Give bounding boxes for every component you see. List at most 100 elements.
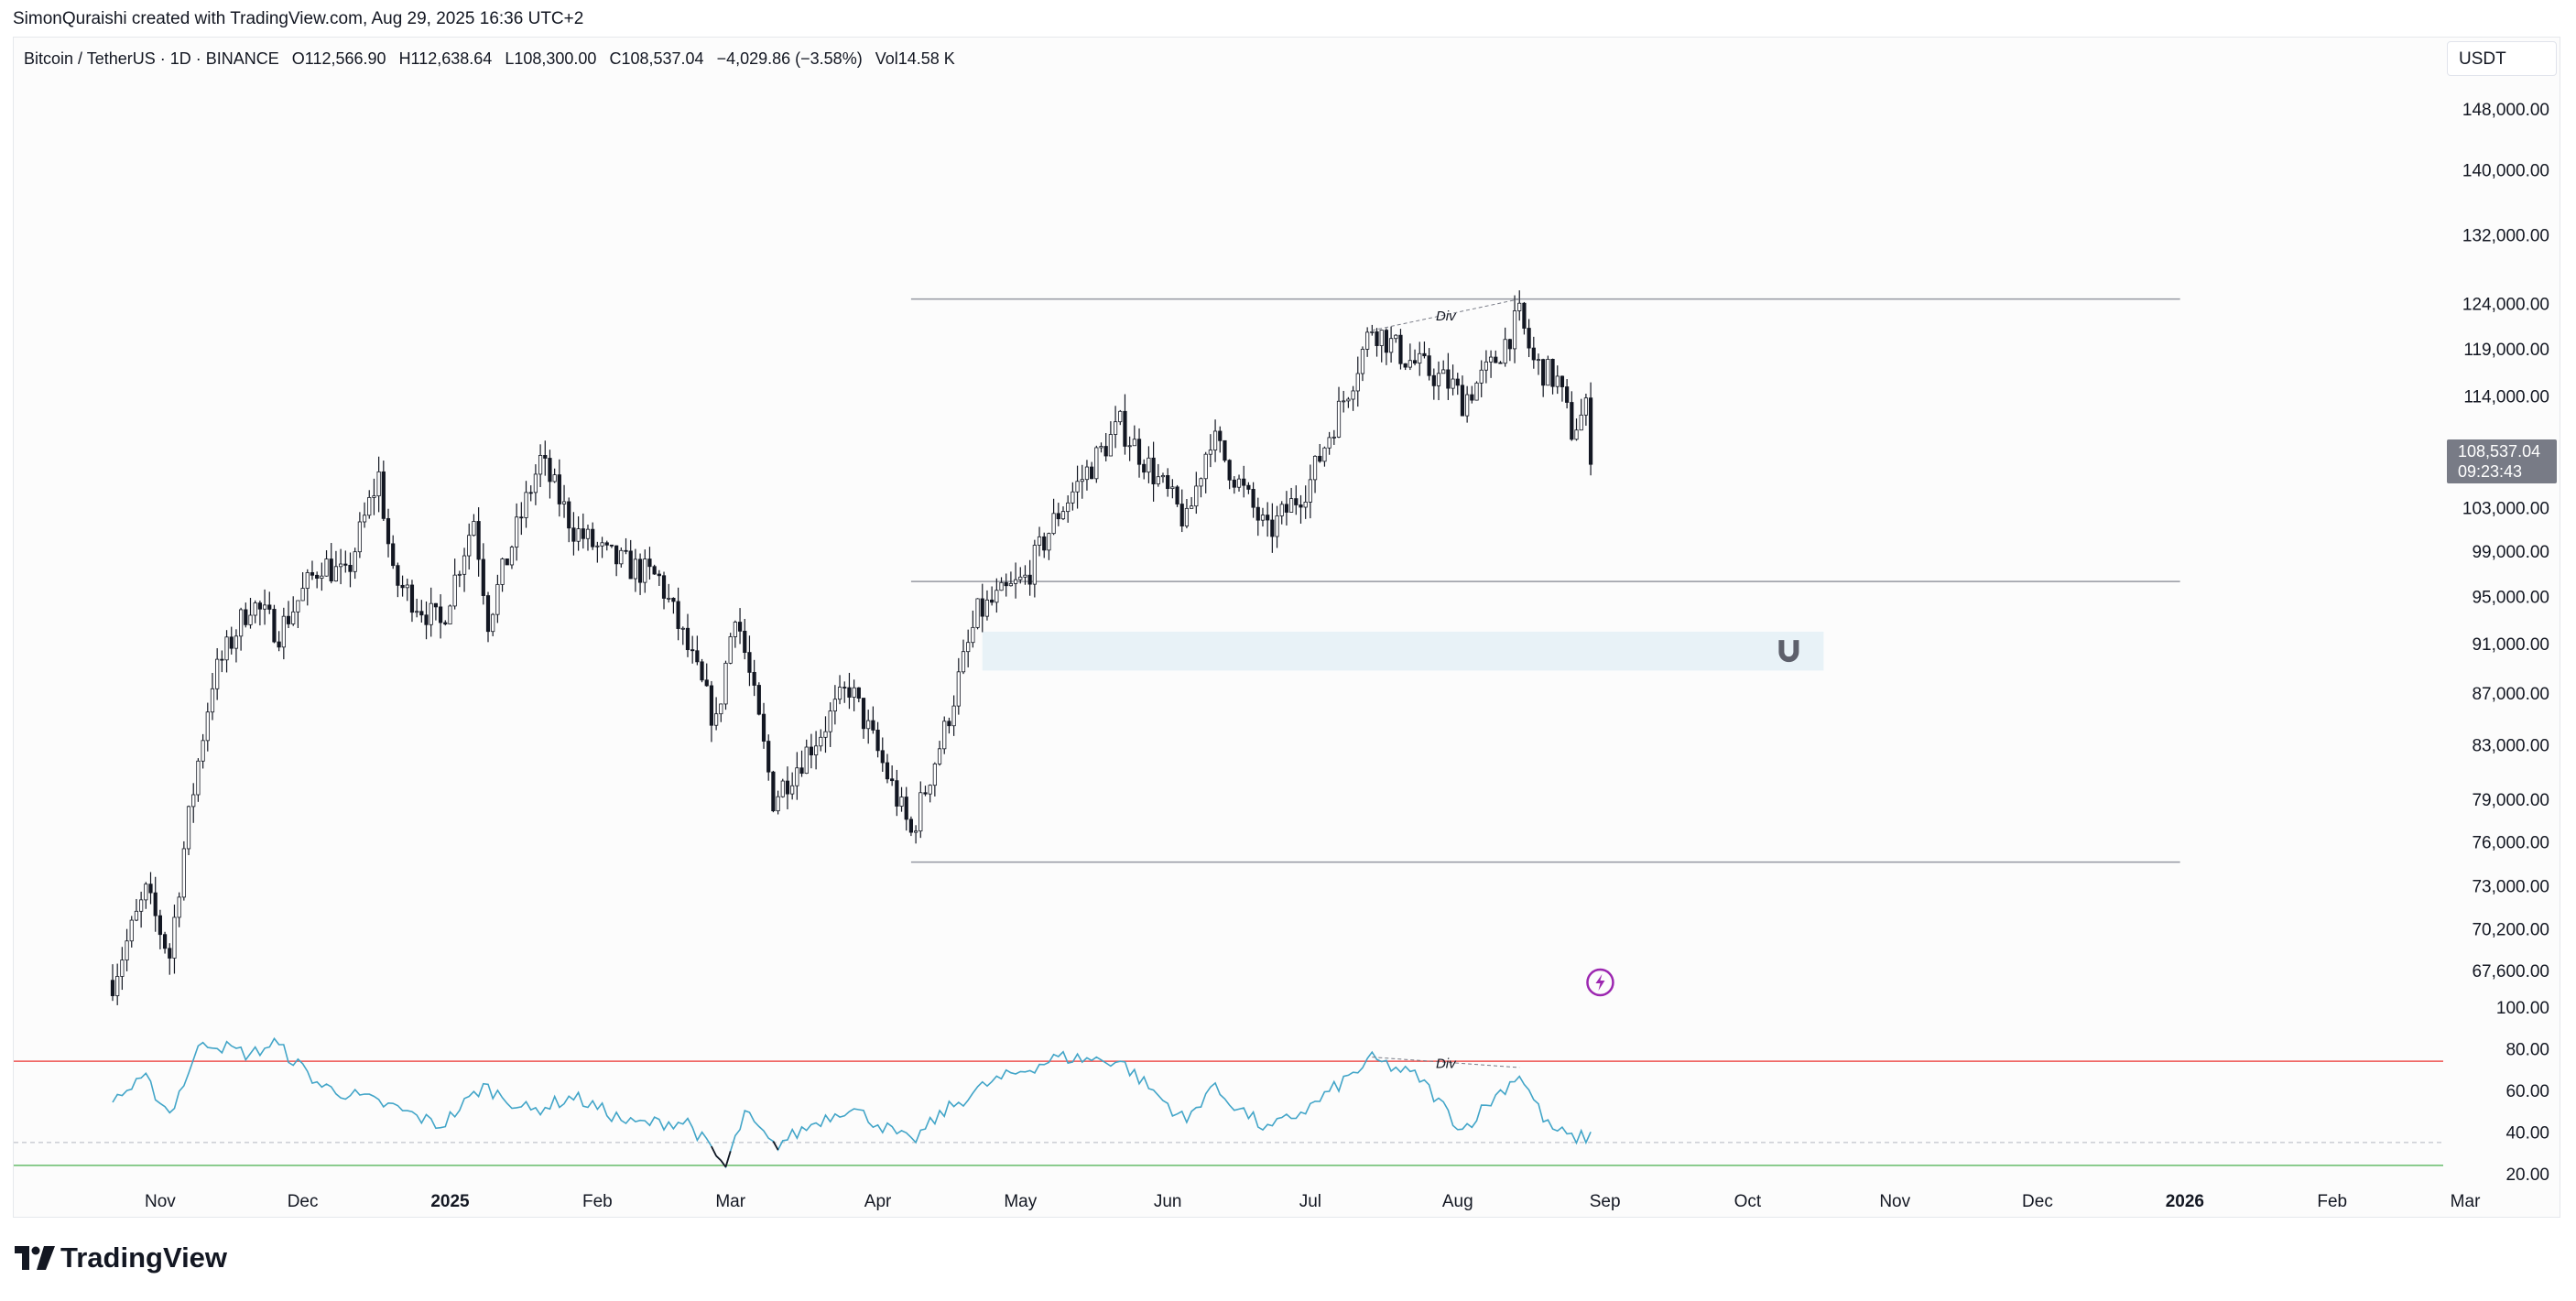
candle-body bbox=[348, 564, 353, 572]
candle-body bbox=[476, 521, 481, 560]
candle-body bbox=[386, 517, 391, 545]
candle-body bbox=[524, 492, 528, 518]
candle-body bbox=[785, 780, 790, 795]
candle-body bbox=[1236, 478, 1242, 488]
candle-body bbox=[1536, 359, 1541, 362]
price-axis-tick: 99,000.00 bbox=[2472, 543, 2549, 562]
candle-body bbox=[181, 848, 186, 898]
chart-pane[interactable] bbox=[13, 37, 2560, 1218]
candle-body bbox=[220, 658, 224, 661]
candle-body bbox=[1294, 498, 1299, 505]
candle-body bbox=[866, 720, 871, 730]
candle-body bbox=[1279, 504, 1284, 516]
candle-body bbox=[1322, 447, 1327, 462]
candle-body bbox=[928, 785, 932, 795]
candle-body bbox=[628, 550, 633, 580]
candle-body bbox=[120, 959, 125, 977]
candle-body bbox=[396, 565, 400, 586]
candle-body bbox=[1574, 429, 1579, 440]
candle-body bbox=[1346, 398, 1351, 402]
candle-body bbox=[956, 671, 961, 707]
candle-body bbox=[1194, 485, 1199, 507]
time-axis-tick: Mar bbox=[715, 1192, 745, 1211]
candle-body bbox=[704, 679, 709, 687]
last-price-value: 108,537.04 bbox=[2458, 442, 2541, 461]
candle-body bbox=[1166, 475, 1170, 490]
candle-body bbox=[633, 558, 637, 580]
candle-body bbox=[1517, 302, 1522, 311]
candle-body bbox=[752, 671, 756, 686]
currency-button[interactable]: USDT bbox=[2447, 41, 2557, 76]
candle-body bbox=[1403, 363, 1408, 368]
candle-body bbox=[999, 581, 1004, 591]
price-axis-tick: 124,000.00 bbox=[2462, 295, 2549, 314]
author-watermark: SimonQuraishi created with TradingView.c… bbox=[13, 9, 584, 28]
candle-body bbox=[115, 976, 120, 997]
candle-body bbox=[505, 558, 509, 566]
symbol-legend[interactable]: Bitcoin / TetherUS · 1D · BINANCE O112,5… bbox=[24, 49, 963, 69]
candle-body bbox=[743, 630, 747, 654]
candle-body bbox=[1546, 359, 1550, 386]
rsi-axis-tick: 20.00 bbox=[2505, 1165, 2549, 1185]
time-axis-tick: Jun bbox=[1154, 1192, 1182, 1211]
candle-body bbox=[1375, 331, 1379, 346]
candle-body bbox=[1360, 349, 1365, 374]
candle-body bbox=[1118, 410, 1123, 423]
candle-body bbox=[405, 584, 409, 589]
candle-body bbox=[1331, 436, 1336, 439]
candle-body bbox=[429, 602, 433, 625]
tradingview-logo-icon bbox=[15, 1246, 55, 1270]
candle-body bbox=[614, 545, 619, 565]
candle-body bbox=[1008, 582, 1013, 587]
candle-body bbox=[984, 599, 990, 617]
candle-body bbox=[861, 698, 866, 730]
candle-body bbox=[1066, 502, 1071, 513]
candle-body bbox=[129, 919, 134, 942]
candle-body bbox=[695, 650, 700, 663]
candle-body bbox=[661, 575, 667, 599]
candle-body bbox=[515, 516, 519, 548]
candle-body bbox=[519, 516, 524, 519]
candle-body bbox=[847, 687, 852, 698]
time-axis-tick: Aug bbox=[1442, 1192, 1473, 1211]
candle-body bbox=[1379, 330, 1384, 346]
candle-body bbox=[1560, 375, 1565, 387]
ohlc-open: O112,566.90 bbox=[291, 49, 386, 68]
candle-body bbox=[1488, 356, 1494, 363]
candle-body bbox=[823, 731, 828, 738]
candle-body bbox=[305, 572, 310, 589]
candle-body bbox=[1422, 352, 1427, 357]
candle-body bbox=[1365, 331, 1370, 350]
candle-body bbox=[904, 797, 908, 820]
price-axis-tick: 119,000.00 bbox=[2463, 341, 2549, 360]
candle-body bbox=[585, 528, 591, 539]
candle-body bbox=[1084, 466, 1090, 481]
candle-body bbox=[600, 542, 604, 547]
candle-body bbox=[1541, 359, 1546, 386]
candle-body bbox=[300, 588, 305, 602]
price-axis-tick: 83,000.00 bbox=[2472, 737, 2549, 756]
price-axis-tick: 140,000.00 bbox=[2462, 162, 2549, 181]
candle-body bbox=[144, 884, 148, 901]
candle-body bbox=[1550, 359, 1555, 387]
candle-body bbox=[224, 636, 229, 661]
candle-body bbox=[281, 615, 286, 648]
candle-body bbox=[1113, 421, 1118, 435]
candle-body bbox=[362, 515, 367, 523]
candle-body bbox=[1232, 479, 1236, 488]
candle-body bbox=[248, 614, 253, 625]
candle-body bbox=[1018, 576, 1023, 580]
brand-logo[interactable]: TradingView bbox=[15, 1241, 227, 1274]
candle-body bbox=[609, 544, 614, 547]
candle-body bbox=[443, 622, 448, 624]
candle-body bbox=[576, 528, 581, 542]
bar-countdown: 09:23:43 bbox=[2458, 462, 2523, 481]
candle-body bbox=[205, 711, 210, 742]
candle-body bbox=[215, 658, 220, 689]
candle-body bbox=[538, 455, 543, 475]
candle-body bbox=[186, 806, 191, 850]
candle-body bbox=[1398, 334, 1403, 364]
last-price-tag: 108,537.04 09:23:43 bbox=[2447, 439, 2557, 483]
candle-body bbox=[799, 767, 804, 775]
